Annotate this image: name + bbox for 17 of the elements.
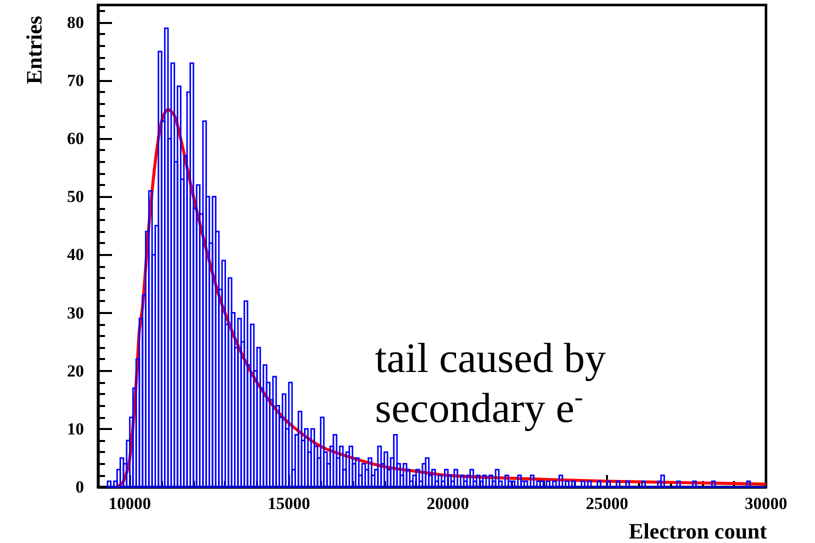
annotation: tail caused by secondary e- bbox=[375, 336, 616, 432]
y-tick-label: 0 bbox=[76, 478, 84, 496]
y-tick-label: 60 bbox=[67, 129, 84, 148]
y-tick-label: 10 bbox=[67, 419, 84, 438]
x-tick-label: 15000 bbox=[268, 494, 310, 513]
y-tick-label: 80 bbox=[67, 12, 84, 32]
y-tick-label: 20 bbox=[67, 361, 84, 380]
y-axis-title: Entries bbox=[22, 15, 46, 84]
y-tick-label: 50 bbox=[67, 187, 84, 206]
y-tick-label: 30 bbox=[67, 303, 84, 322]
x-tick-label: 25000 bbox=[586, 494, 628, 513]
x-tick-label: 20000 bbox=[426, 494, 470, 513]
x-tick-label: 30000 bbox=[744, 494, 788, 513]
x-axis-title: Electron count bbox=[628, 518, 768, 543]
y-tick-label: 70 bbox=[67, 70, 84, 90]
y-tick-label: 40 bbox=[67, 245, 84, 264]
x-tick-label: 10000 bbox=[108, 494, 152, 513]
